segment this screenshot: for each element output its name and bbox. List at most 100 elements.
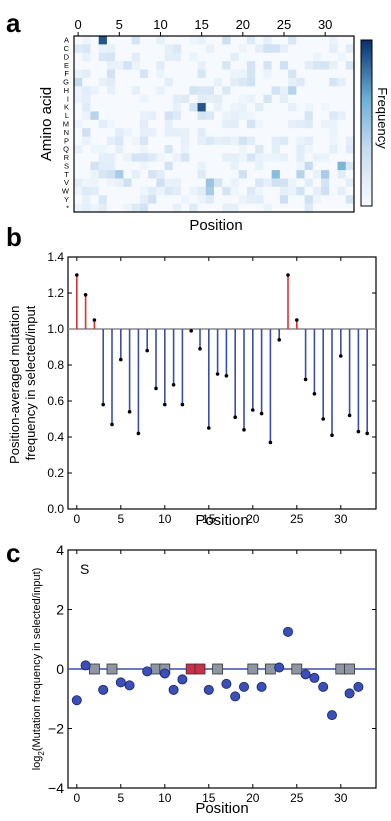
heatmap-cell [296,195,305,204]
heatmap-cell [106,77,116,87]
heatmap-cell [329,52,338,62]
heatmap-row-label: M [63,120,69,129]
heatmap-cell [230,61,240,70]
heatmap-cell [321,136,330,146]
bar-chart-point [119,357,123,362]
bar-chart-point [277,338,282,342]
heatmap-cell [123,144,132,154]
heatmap-cell [288,186,297,196]
heatmap-cell [329,144,338,154]
bar-chart-x-tick-label: 5 [117,512,124,526]
heatmap-cell [321,203,330,213]
heatmap-cell [82,203,91,213]
heatmap-cell [222,161,231,171]
heatmap-cell [345,136,355,146]
heatmap-cell [115,186,124,196]
heatmap-cell [74,86,83,95]
heatmap-cell [304,61,314,70]
heatmap-cell [164,186,174,196]
heatmap-cell [164,77,174,87]
heatmap-cell [205,119,215,129]
heatmap-cell [172,77,182,87]
bar-chart-point [215,372,220,376]
bar-chart-y-label: Position-averaged mutation frequency in … [7,302,38,464]
bar-chart-point [321,417,326,421]
heatmap-cell [123,86,132,95]
heatmap-cell [304,94,314,104]
bar-chart-point [330,433,334,438]
heatmap-cell [82,119,91,129]
heatmap-cell [263,111,272,121]
bar-chart-point [347,413,352,418]
heatmap-cell [90,111,100,121]
heatmap-cell [189,195,198,204]
heatmap-cell [296,186,305,196]
heatmap-cell [214,119,223,129]
heatmap-cell [271,144,281,154]
heatmap-cell [296,36,305,45]
heatmap-cell [106,170,116,179]
heatmap-cell [230,52,240,62]
heatmap-cell [172,161,182,171]
heatmap-cell [271,36,281,45]
heatmap-cell [329,161,338,171]
heatmap-cell [337,203,347,213]
heatmap-cell [74,69,83,79]
heatmap-cell [312,77,322,87]
heatmap-cell [271,170,281,179]
heatmap-cell [222,69,231,79]
heatmap-colorbar [360,39,373,207]
heatmap-cell [131,77,141,87]
bar-chart-point [92,318,97,322]
heatmap-cell [172,36,182,45]
scatter-point [230,691,241,702]
heatmap-cell [90,44,100,54]
heatmap-cell [98,44,108,54]
heatmap-cell [222,178,231,188]
heatmap-cell [255,203,264,213]
heatmap-cell [172,144,182,154]
heatmap-cell [205,170,215,179]
heatmap-cell [329,119,338,129]
heatmap-cell [181,136,190,146]
scatter-point [309,672,320,683]
bar-chart-frame [67,256,377,510]
scatter-point [168,684,179,695]
heatmap-cell [263,69,272,79]
heatmap-cell [271,203,281,213]
heatmap-cell [131,144,141,154]
heatmap-cell [98,36,108,45]
heatmap-cell [164,161,174,171]
heatmap-cell [139,77,149,87]
heatmap-cell [98,144,108,154]
heatmap-cell [321,44,330,54]
heatmap-row-label: C [64,44,70,53]
heatmap-cell [345,170,355,179]
scatter-x-tick-label: 25 [290,791,304,805]
heatmap-cell [131,136,141,146]
heatmap-cell [106,161,116,171]
heatmap-cell [106,203,116,213]
heatmap-cell [230,144,240,154]
heatmap-cell [214,144,223,154]
heatmap-cell [181,144,190,154]
heatmap-cell [197,44,207,54]
heatmap-cell [246,170,256,179]
heatmap-cell [197,170,207,179]
heatmap-cell [238,203,248,213]
heatmap-cell [189,44,198,54]
heatmap-cell [156,86,165,95]
heatmap-cell [329,195,338,204]
heatmap-cell [156,69,165,79]
heatmap-cell [131,161,141,171]
bar-chart-point [356,429,361,434]
heatmap-cell [230,103,240,112]
heatmap-cell [304,36,314,45]
heatmap-cell [189,170,198,179]
heatmap-cell [197,103,207,112]
heatmap-cell [230,111,240,121]
heatmap-cell [337,170,347,179]
bar-chart-y-tick-label: 0.6 [47,394,64,408]
heatmap-cell [304,144,314,154]
heatmap-cell [304,195,314,204]
